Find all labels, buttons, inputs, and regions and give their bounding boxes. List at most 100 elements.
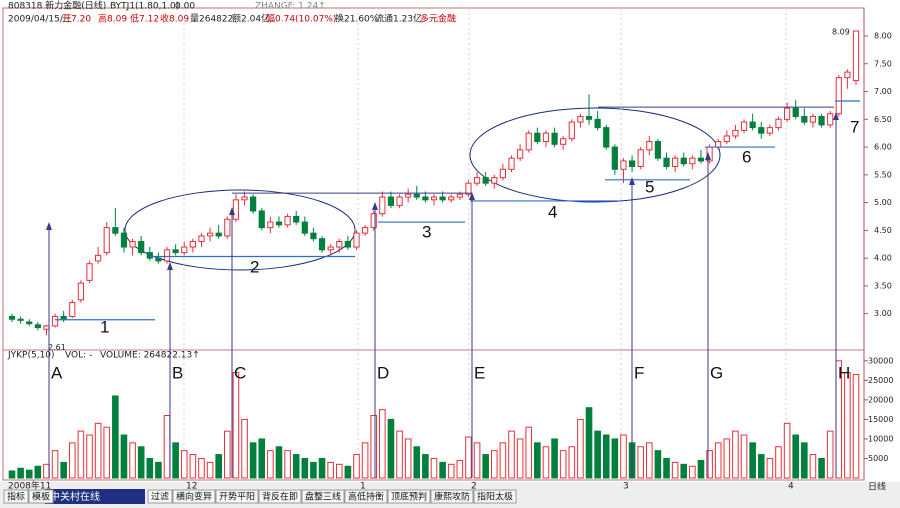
watermark: 中关村在线 [50, 490, 100, 503]
volume-bar [852, 374, 860, 479]
candle-body [69, 302, 76, 317]
x-tick-label: 3 [623, 482, 629, 492]
quote-item: 换21.60% [335, 13, 379, 25]
candle-body [232, 199, 240, 220]
y-tick-label: 6.50 [874, 115, 892, 124]
tab-label[interactable]: 指阳太极 [477, 491, 513, 503]
level-label: 3 [422, 222, 431, 241]
signal-arrowhead [167, 262, 173, 270]
candle-body [534, 132, 541, 143]
volume-bar [775, 446, 782, 479]
candle-body [835, 77, 842, 115]
candle-body [827, 113, 834, 126]
volume-bar [344, 465, 352, 479]
tab[interactable] [3, 489, 29, 504]
candle-body [86, 263, 93, 281]
tab-label[interactable]: 开势平阳 [219, 491, 255, 503]
candle-body [775, 118, 782, 129]
volume-bar [757, 454, 765, 479]
volume-bar [740, 434, 748, 479]
volume-bar [542, 446, 550, 479]
volume-bar [783, 422, 791, 479]
tab[interactable] [215, 489, 259, 504]
volume-bar [801, 442, 808, 479]
tab[interactable] [28, 489, 54, 504]
volume-bar [112, 395, 119, 479]
tab-label[interactable]: 过滤 [151, 491, 169, 503]
candle-body [293, 215, 300, 223]
volume-bar [689, 465, 696, 479]
volume-bar [8, 470, 16, 479]
tab-label[interactable]: 背反在即 [262, 491, 298, 503]
signal-label: G [710, 363, 723, 382]
volume-bar [206, 461, 214, 479]
candle-body [439, 196, 446, 201]
tab[interactable] [473, 489, 517, 504]
tab[interactable] [147, 489, 173, 504]
volume-bar [637, 446, 644, 479]
volume-bar [766, 457, 774, 479]
tab[interactable] [430, 489, 474, 504]
candle-body [689, 157, 696, 165]
volume-value: VOLUME: 264822.13↑ [100, 351, 200, 361]
volume-bar [818, 457, 825, 479]
quote-item: 2009/04/15/三 [8, 15, 72, 25]
candle-body [60, 315, 67, 320]
volume-bar [534, 442, 541, 479]
candle-body [430, 196, 438, 201]
candle-body [181, 246, 188, 254]
x-tick-label: 1 [360, 482, 366, 492]
tab[interactable] [344, 489, 388, 504]
volume-bar [654, 450, 662, 479]
tab-label[interactable]: 指标 [7, 491, 25, 503]
candle-body [663, 157, 670, 168]
y-tick-label: 7.50 [874, 59, 892, 68]
candle-body [26, 321, 33, 325]
y-tick-label: 3.50 [874, 281, 892, 290]
candle-body [129, 240, 136, 248]
quote-item: 额2.04亿 [232, 13, 270, 25]
tab-label[interactable]: 盘整三线 [305, 491, 341, 503]
candle-body [362, 227, 369, 234]
volume-bar [456, 459, 464, 479]
volume-bar [215, 454, 222, 479]
candle-body [120, 232, 128, 248]
candle-body [792, 107, 799, 118]
signal-label: C [234, 363, 246, 382]
candle-body [301, 221, 308, 234]
tab-label[interactable]: 横向变异 [176, 491, 212, 503]
volume-bar [602, 434, 610, 479]
tab[interactable] [387, 489, 431, 504]
candle-body [353, 232, 360, 248]
volume-bar [94, 422, 102, 479]
quote-item: 高8.09 [98, 13, 127, 25]
y-tick-label: 3.00 [874, 309, 892, 318]
volume-bar [697, 459, 705, 479]
y-tick-label: 4.00 [874, 254, 892, 263]
signal-arrowhead [833, 112, 839, 120]
volume-bar [318, 457, 326, 479]
volume-bar [361, 442, 369, 479]
tab-label[interactable]: 顶底预判 [391, 491, 427, 503]
volume-bar [723, 438, 731, 479]
volume-bar [792, 434, 800, 479]
candle-body [172, 249, 179, 254]
volume-bar [577, 418, 584, 479]
candle-body [577, 116, 584, 123]
level-label: 1 [100, 317, 109, 336]
candle-body [818, 116, 825, 126]
tab[interactable] [172, 489, 216, 504]
quote-item: 开7.20 [62, 14, 91, 25]
tab-label[interactable]: 模板 [32, 491, 50, 503]
volume-bar [34, 465, 42, 479]
tab-label[interactable]: 高低持衡 [348, 491, 384, 503]
volume-bar [706, 450, 713, 479]
candle-body [155, 257, 162, 262]
tab-label[interactable]: 康熙攻防 [434, 491, 470, 503]
candle-body [491, 177, 498, 184]
candle-body [43, 325, 50, 330]
x-tick-label: 2 [471, 482, 477, 492]
tab[interactable] [301, 489, 345, 504]
tab[interactable] [258, 489, 302, 504]
y2-tick-label: 25000 [868, 376, 893, 385]
